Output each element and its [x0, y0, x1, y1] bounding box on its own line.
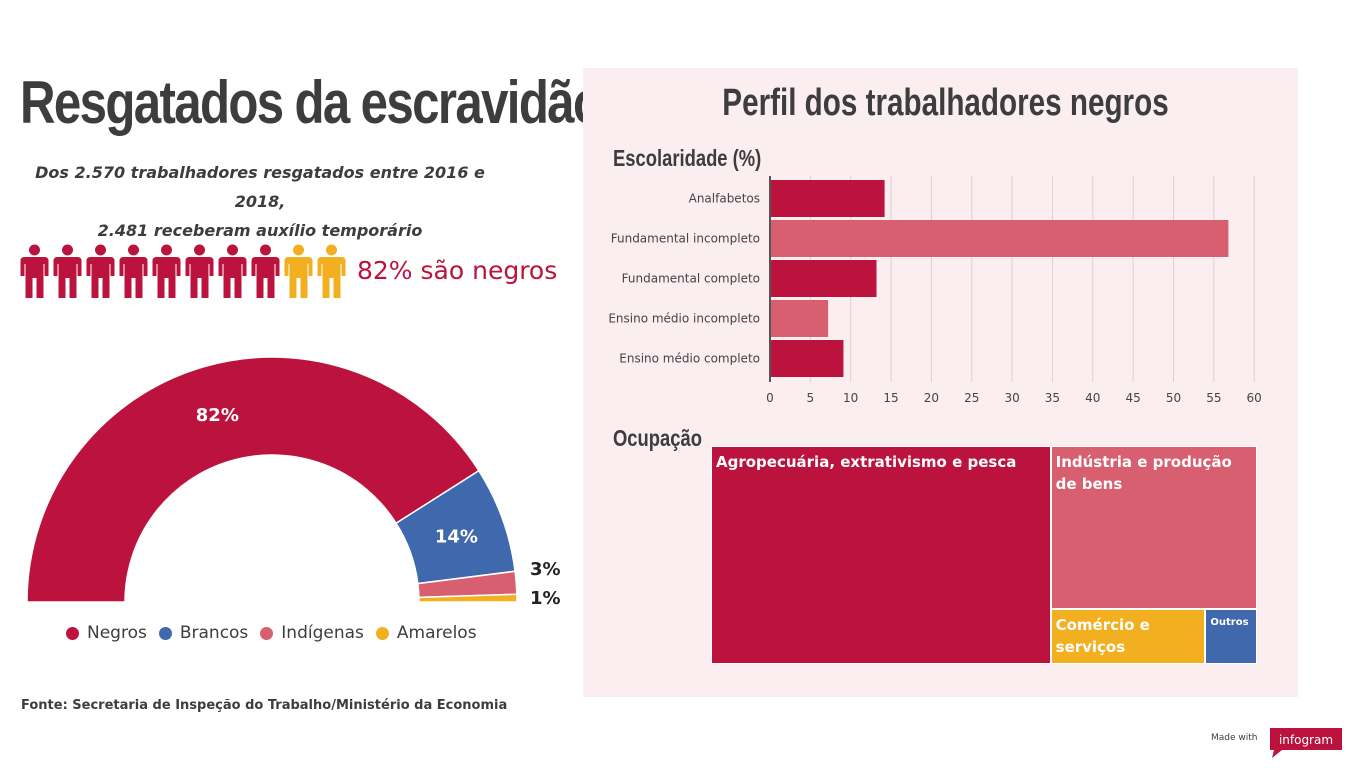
- x-tick-label: 25: [964, 391, 979, 405]
- legend-dot: [66, 626, 79, 640]
- x-tick-label: 15: [883, 391, 898, 405]
- x-tick-label: 30: [1004, 391, 1019, 405]
- bar-4[interactable]: [770, 340, 844, 377]
- person-icon-highlighted: [20, 244, 49, 298]
- bar-3[interactable]: [770, 300, 829, 337]
- legend-dot: [158, 626, 172, 640]
- person-icon-highlighted: [218, 244, 247, 298]
- legend-item-brancos[interactable]: Brancos: [158, 623, 249, 643]
- legend-item-negros[interactable]: Negros: [66, 623, 147, 643]
- made-with-text: Made with: [1211, 733, 1258, 743]
- donut-label-indígenas: 3%: [530, 559, 561, 580]
- category-label: Fundamental incompleto: [611, 232, 760, 246]
- person-icon-highlighted: [86, 244, 115, 298]
- occupation-title: Ocupação: [613, 425, 702, 451]
- category-label: Ensino médio completo: [619, 352, 760, 366]
- person-icon: [317, 244, 346, 298]
- x-tick-label: 40: [1085, 391, 1100, 405]
- treemap-label: Outros: [1210, 616, 1249, 628]
- x-tick-label: 5: [807, 391, 815, 405]
- donut-label-amarelos: 1%: [530, 588, 561, 609]
- person-icon-highlighted: [119, 244, 148, 298]
- bar-1[interactable]: [770, 220, 1229, 257]
- person-icon: [284, 244, 313, 298]
- category-label: Fundamental completo: [622, 272, 760, 286]
- bar-2[interactable]: [770, 260, 877, 297]
- panel-title: Perfil dos trabalhadores negros: [722, 82, 1169, 124]
- ethnicity-semi-donut-chart: 82% 14% 3% 1%: [26, 356, 561, 609]
- x-tick-label: 55: [1206, 391, 1221, 405]
- x-tick-label: 45: [1126, 391, 1141, 405]
- subtitle-line-1: Dos 2.570 trabalhadores resgatados entre…: [35, 163, 485, 211]
- source-note: Fonte: Secretaria de Inspeção do Trabalh…: [21, 698, 508, 713]
- donut-slice-negros[interactable]: [26, 356, 480, 603]
- x-tick-label: 35: [1045, 391, 1060, 405]
- education-title: Escolaridade (%): [613, 145, 762, 171]
- occupation-treemap: Agropecuária, extrativismo e pesca Indúst…: [711, 446, 1257, 664]
- legend-label: Indígenas: [281, 623, 364, 643]
- x-tick-label: 50: [1166, 391, 1181, 405]
- legend-item-indígenas[interactable]: Indígenas: [260, 623, 364, 643]
- infogram-logo-text: infogram: [1279, 733, 1333, 747]
- treemap-cell-1[interactable]: Indústria e produção de bens: [1050, 446, 1257, 609]
- donut-label-negros: 82%: [196, 405, 239, 426]
- legend-dot: [260, 626, 274, 640]
- person-icon-highlighted: [152, 244, 181, 298]
- people-pictogram-label: 82% são negros: [357, 256, 558, 285]
- donut-slice-amarelos[interactable]: [418, 593, 518, 603]
- treemap-cell-2[interactable]: Comércio e serviços: [1050, 608, 1206, 664]
- treemap-cell-3[interactable]: Outros: [1205, 608, 1257, 664]
- people-pictogram: [18, 244, 348, 298]
- legend-label: Amarelos: [396, 623, 477, 643]
- page-title: Resgatados da escravidão: [20, 69, 603, 136]
- page-subtitle: Dos 2.570 trabalhadores resgatados entre…: [10, 158, 510, 245]
- person-icon-highlighted: [53, 244, 82, 298]
- treemap-cell-0[interactable]: Agropecuária, extrativismo e pesca: [711, 446, 1051, 664]
- person-icon-highlighted: [185, 244, 214, 298]
- treemap-label: Agropecuária, extrativismo e pesca: [716, 453, 1017, 471]
- treemap-label: Comércio e serviços: [1055, 615, 1150, 656]
- person-icon-highlighted: [251, 244, 280, 298]
- infogram-logo[interactable]: infogram: [1262, 724, 1342, 758]
- x-tick-label: 20: [924, 391, 939, 405]
- x-tick-label: 10: [843, 391, 858, 405]
- x-tick-label: 60: [1247, 391, 1262, 405]
- education-bar-chart: 0 5 10 15 20 25 30 35 40 45 50 55 60 Analfabetos Funda…: [608, 176, 1262, 405]
- donut-label-brancos: 14%: [435, 527, 478, 548]
- donut-legend: Negros Brancos Indígenas Amarelos: [66, 623, 477, 643]
- subtitle-line-2: 2.481 receberam auxílio temporário: [97, 221, 423, 240]
- legend-label: Brancos: [179, 623, 249, 643]
- category-label: Analfabetos: [689, 192, 760, 206]
- category-label: Ensino médio incompleto: [608, 312, 760, 326]
- legend-item-amarelos[interactable]: Amarelos: [375, 623, 477, 643]
- legend-dot: [375, 626, 389, 640]
- treemap-label: Indústria e produção de bens: [1055, 453, 1232, 493]
- bar-0[interactable]: [770, 180, 885, 217]
- legend-label: Negros: [87, 623, 147, 643]
- x-tick-label: 0: [766, 391, 774, 405]
